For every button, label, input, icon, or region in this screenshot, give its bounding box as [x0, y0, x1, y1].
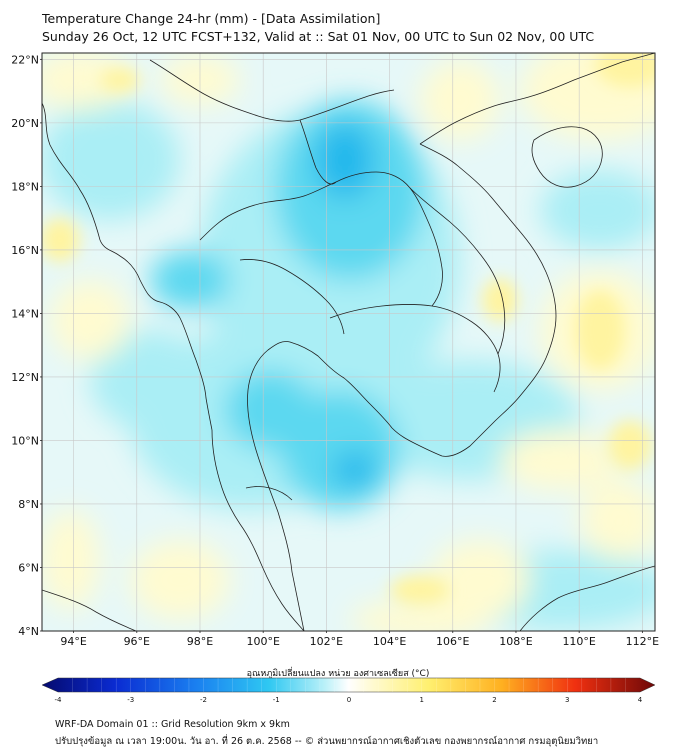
- longitude-label: 108°E: [499, 635, 532, 648]
- coastline-sumatra: [42, 589, 137, 631]
- colorbar-tick-label: 1: [420, 696, 424, 704]
- colorbar-tick-label: 4: [638, 696, 643, 704]
- colorbar-tick-label: 2: [492, 696, 496, 704]
- border-thai-malaysia: [245, 486, 293, 501]
- hainan-island: [531, 126, 603, 188]
- field-layer: [42, 53, 655, 631]
- border-myanmar-thailand: [199, 181, 337, 241]
- colorbar-tick-label: -4: [55, 696, 63, 704]
- colorbar-tick-labels: -4 -3 -2 -1 0 1 2 3 4: [55, 696, 643, 704]
- longitude-label: 102°E: [310, 635, 343, 648]
- latitude-label: 20°N: [11, 117, 39, 130]
- temperature-change-map: 22°N 20°N 18°N 16°N 14°N 12°N 10°N 8°N 6°N 4°N 94…: [11, 52, 659, 648]
- model-info: WRF-DA Domain 01 :: Grid Resolution 9km …: [55, 719, 290, 730]
- graticule: [42, 53, 655, 631]
- map-title: Temperature Change 24-hr (mm) - [Data As…: [42, 11, 381, 26]
- border-laos-thailand: [335, 171, 443, 307]
- coastlines-and-borders: [42, 53, 655, 631]
- colorbar: -4 -3 -2 -1 0 1 2 3 4: [41, 677, 656, 704]
- colorbar-title: อุณหภูมิเปลี่ยนแปลง หน่วย องศาเซลเซียส (…: [246, 669, 430, 679]
- longitude-label: 100°E: [246, 635, 279, 648]
- longitude-label: 104°E: [373, 635, 406, 648]
- map-frame: [41, 52, 656, 632]
- border-myanmar-laos: [299, 119, 337, 185]
- coastline-south-china: [419, 53, 655, 145]
- longitude-label: 96°E: [124, 635, 150, 648]
- colorbar-tick-label: 3: [565, 696, 569, 704]
- border-china-myanmar: [149, 59, 395, 122]
- latitude-label: 10°N: [11, 434, 39, 447]
- longitude-label: 110°E: [562, 635, 595, 648]
- latitude-tick-labels: 22°N 20°N 18°N 16°N 14°N 12°N 10°N 8°N 6°N 4°N: [11, 53, 42, 638]
- latitude-label: 6°N: [18, 561, 39, 574]
- border-laos-vietnam: [409, 187, 506, 355]
- coastline-cambodia-vietnam: [391, 143, 557, 457]
- colorbar-tick-label: -2: [200, 696, 207, 704]
- field-warm-cores: [42, 53, 655, 605]
- longitude-label: 94°E: [60, 635, 86, 648]
- colorbar-tick-label: -1: [273, 696, 280, 704]
- longitude-label: 98°E: [187, 635, 213, 648]
- colorbar-gradient: [41, 677, 656, 693]
- coastline-borneo: [519, 565, 655, 631]
- longitude-tick-labels: 94°E 96°E 98°E 100°E 102°E 104°E 106°E 108°E 110…: [60, 631, 659, 648]
- coastline-bay-of-bengal: [42, 102, 213, 431]
- latitude-label: 18°N: [11, 180, 39, 193]
- latitude-label: 16°N: [11, 244, 39, 257]
- latitude-label: 4°N: [18, 625, 39, 638]
- longitude-label: 112°E: [626, 635, 659, 648]
- border-thailand-interior: [239, 259, 345, 335]
- colorbar-tick-label: -3: [127, 696, 134, 704]
- coastline-gulf-of-thailand: [247, 341, 393, 631]
- colorbar-segments: [72, 678, 626, 692]
- border-cambodia: [329, 304, 501, 393]
- coastline-malay-peninsula-west: [211, 429, 305, 631]
- longitude-label: 106°E: [436, 635, 469, 648]
- map-subtitle: Sunday 26 Oct, 12 UTC FCST+132, Valid at…: [42, 29, 595, 44]
- colorbar-tick-label: 0: [347, 696, 351, 704]
- latitude-label: 8°N: [18, 498, 39, 511]
- latitude-label: 14°N: [11, 307, 39, 320]
- update-credit: ปรับปรุงข้อมูล ณ เวลา 19:00น. วัน อา. ที…: [55, 736, 599, 747]
- latitude-label: 12°N: [11, 371, 39, 384]
- latitude-label: 22°N: [11, 53, 39, 66]
